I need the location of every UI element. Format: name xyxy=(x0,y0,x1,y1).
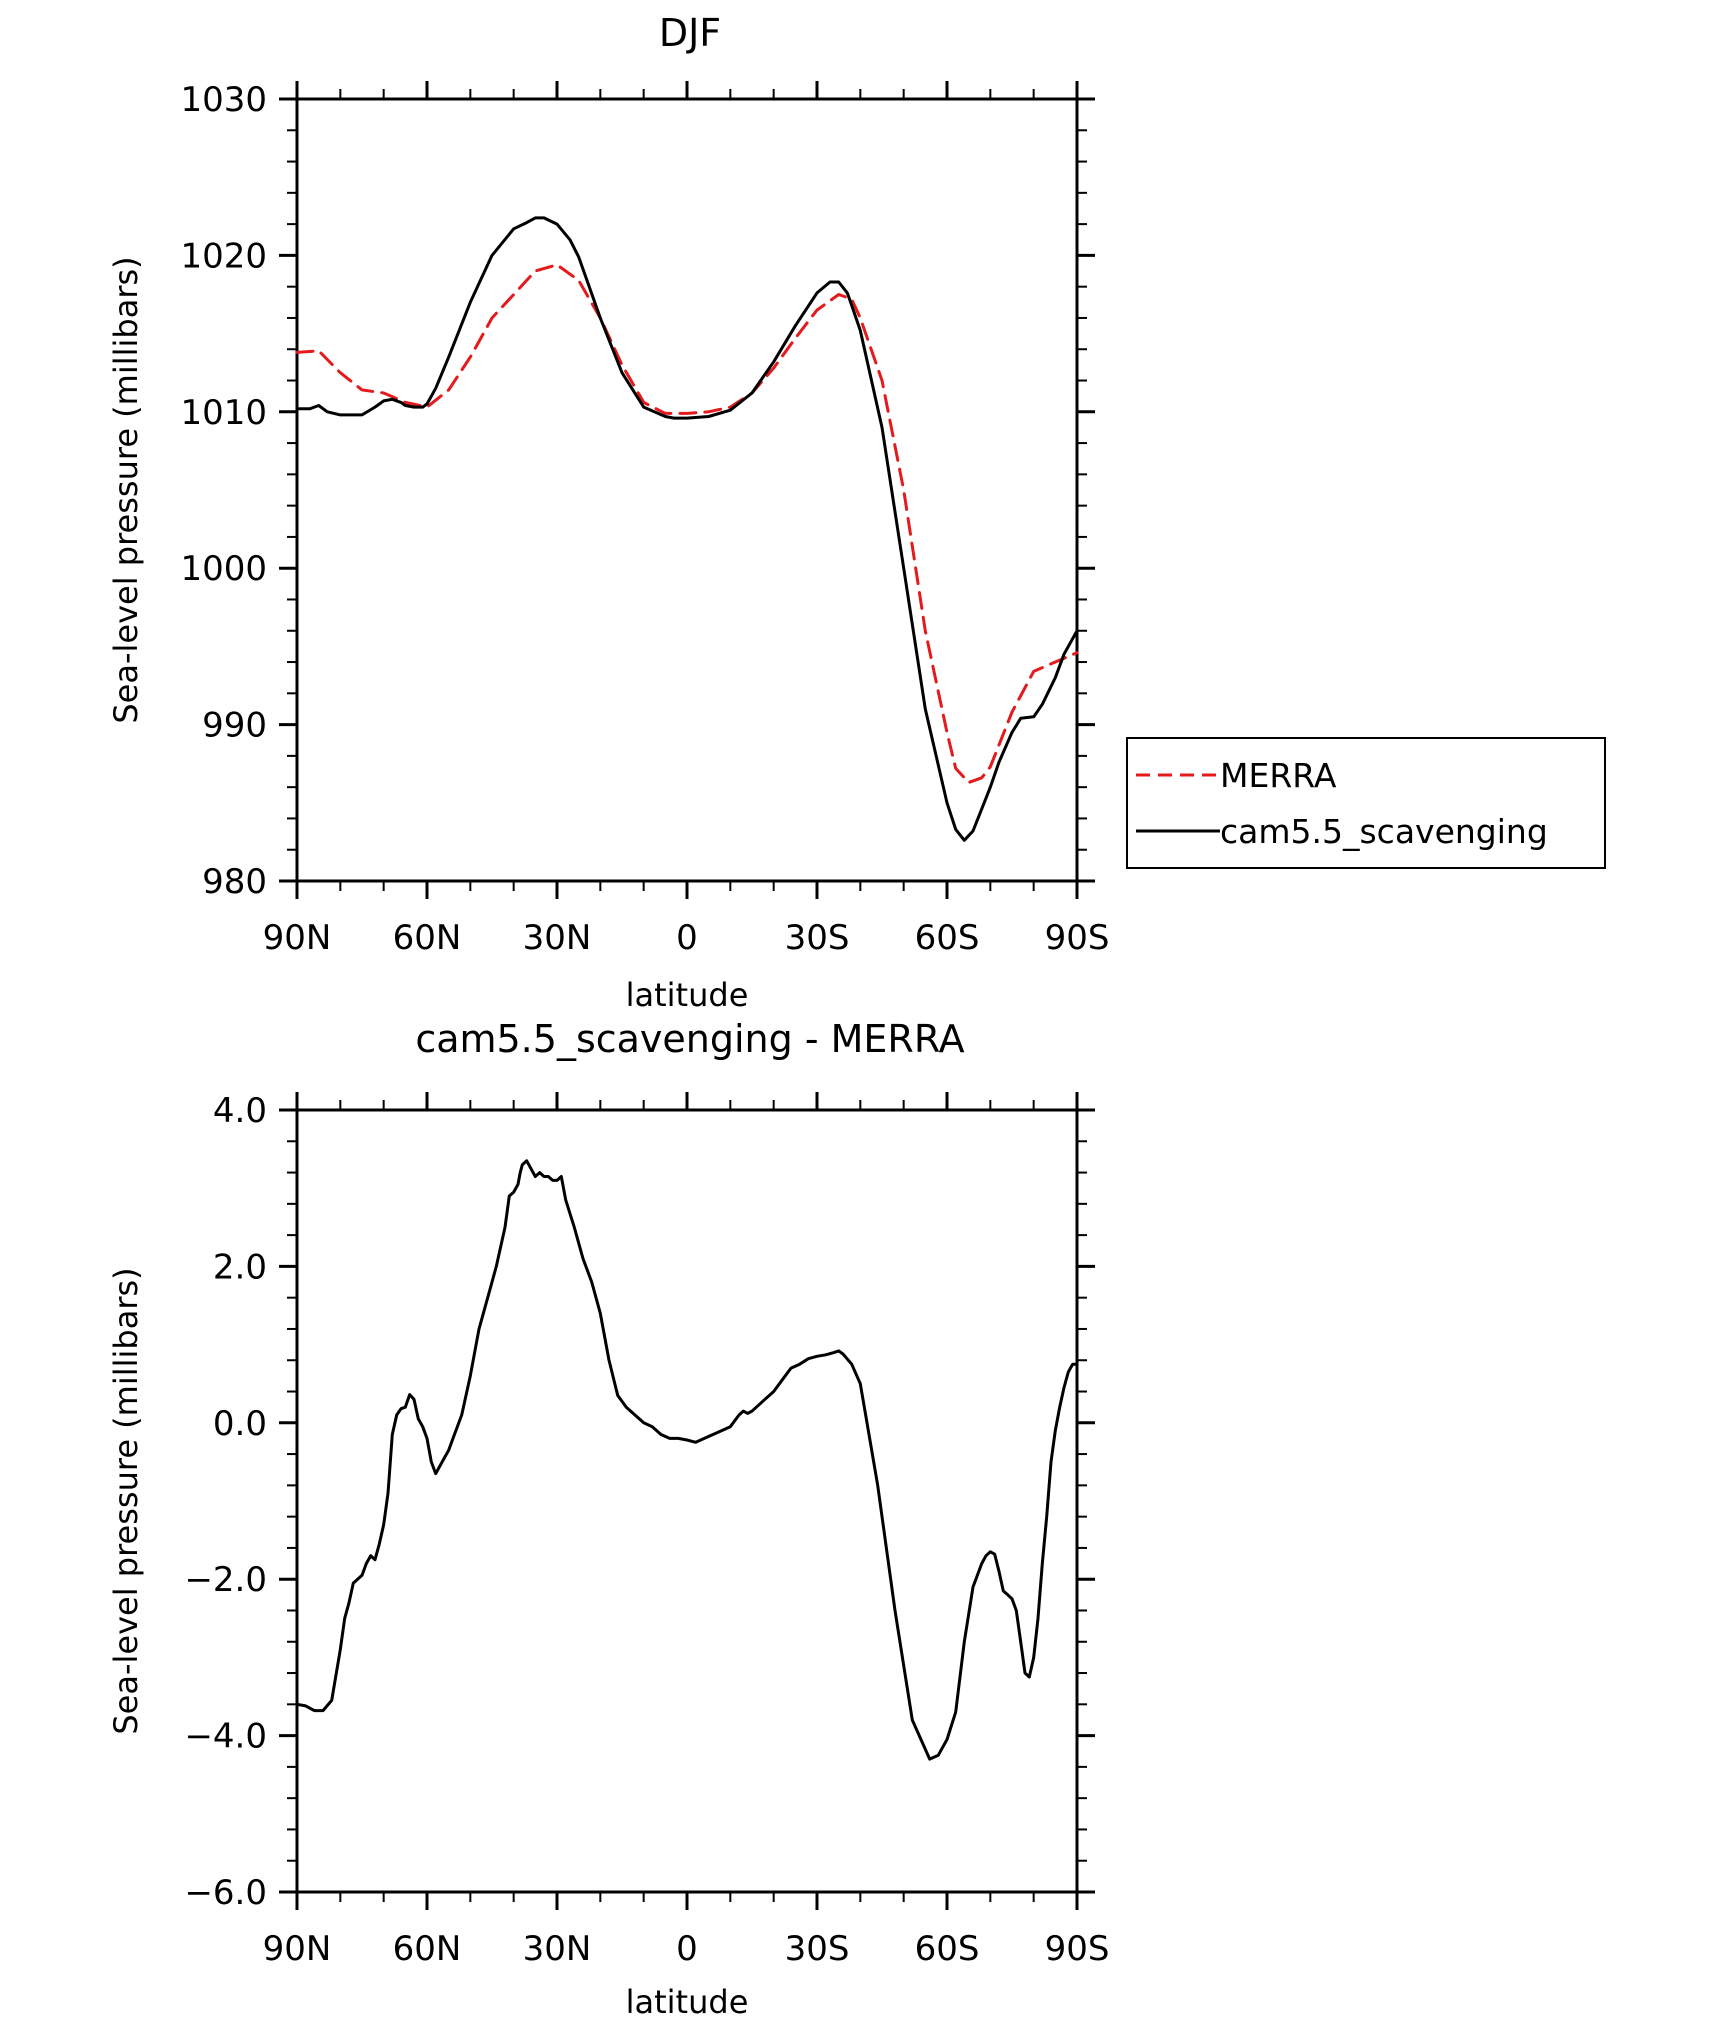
x-tick-label: 60N xyxy=(393,918,462,958)
y-axis-label-top: Sea-level pressure (millibars) xyxy=(107,256,145,723)
y-axis-label-bottom: Sea-level pressure (millibars) xyxy=(107,1267,145,1734)
panel-top: DJF 980 990 1000 1010 1020 1030 90N 60N 30N 0 30S… xyxy=(107,11,1606,1014)
y-tick-labels-top: 980 990 1000 1010 1020 1030 xyxy=(180,80,267,902)
plot-frame-top xyxy=(295,97,1079,883)
tick-layer-top xyxy=(279,81,1095,899)
x-tick-label: 60S xyxy=(915,918,980,958)
y-tick-label: 0.0 xyxy=(213,1404,267,1444)
y-tick-label: −4.0 xyxy=(184,1717,267,1757)
series-line-merra xyxy=(295,263,1079,784)
x-tick-label: 0 xyxy=(676,1929,698,1969)
x-tick-label: 90N xyxy=(263,918,332,958)
y-tick-label: 980 xyxy=(202,862,267,902)
x-tick-label: 90N xyxy=(263,1929,332,1969)
panel-bottom: cam5.5_scavenging - MERRA −6.0 −4.0 −2.0 0.… xyxy=(107,1017,1109,2021)
y-tick-labels-bottom: −6.0 −4.0 −2.0 0.0 2.0 4.0 xyxy=(184,1091,267,1913)
x-tick-labels-bottom: 90N 60N 30N 0 30S 60S 90S xyxy=(263,1929,1110,1969)
y-tick-label: −6.0 xyxy=(184,1873,267,1913)
plot-frame-bottom xyxy=(295,1108,1079,1894)
x-tick-label: 0 xyxy=(676,918,698,958)
x-tick-label: 30S xyxy=(785,918,850,958)
y-tick-label: 1030 xyxy=(180,80,267,120)
legend-label-merra: MERRA xyxy=(1220,756,1337,795)
y-tick-label: 990 xyxy=(202,706,267,746)
y-tick-label: 1020 xyxy=(180,236,267,276)
x-tick-label: 60N xyxy=(393,1929,462,1969)
x-tick-label: 30N xyxy=(523,918,592,958)
legend-label-cam: cam5.5_scavenging xyxy=(1220,812,1548,851)
tick-layer-bottom xyxy=(279,1092,1095,1910)
x-tick-label: 90S xyxy=(1045,918,1110,958)
legend-box xyxy=(1126,737,1606,869)
series-layer-top xyxy=(295,216,1079,842)
x-tick-label: 30S xyxy=(785,1929,850,1969)
series-line-cam5-5-scavenging xyxy=(295,216,1079,842)
x-axis-label-top: latitude xyxy=(626,976,749,1014)
y-tick-label: 1000 xyxy=(180,549,267,589)
y-tick-label: 4.0 xyxy=(213,1091,267,1131)
series-line-difference xyxy=(295,1159,1079,1761)
x-tick-label: 90S xyxy=(1045,1929,1110,1969)
y-tick-label: −2.0 xyxy=(184,1560,267,1600)
x-axis-label-bottom: latitude xyxy=(626,1983,749,2021)
legend: MERRA cam5.5_scavenging xyxy=(1126,737,1606,869)
chart-title-top: DJF xyxy=(659,11,721,55)
x-tick-labels-top: 90N 60N 30N 0 30S 60S 90S xyxy=(263,918,1110,958)
series-layer-bottom xyxy=(295,1159,1079,1761)
y-tick-label: 1010 xyxy=(180,393,267,433)
y-tick-label: 2.0 xyxy=(213,1247,267,1287)
chart-title-bottom: cam5.5_scavenging - MERRA xyxy=(415,1017,964,1061)
x-tick-label: 60S xyxy=(915,1929,980,1969)
x-tick-label: 30N xyxy=(523,1929,592,1969)
